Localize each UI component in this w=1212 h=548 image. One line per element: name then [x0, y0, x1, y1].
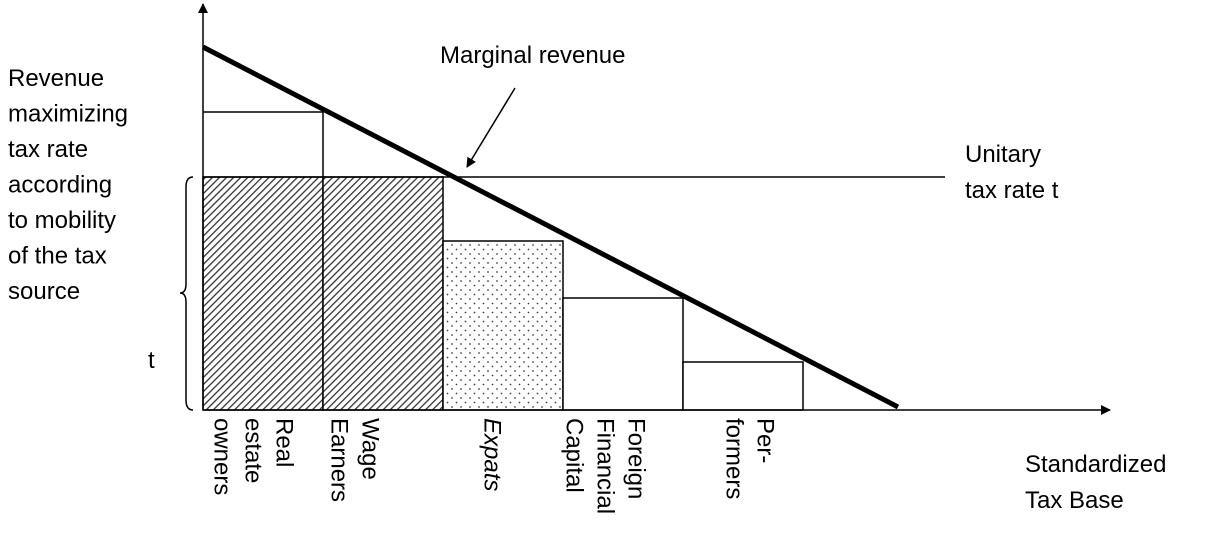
y-label: of the tax: [8, 243, 107, 270]
unitary-label: Unitary: [965, 141, 1041, 168]
source-label: Per-: [752, 418, 779, 463]
y-label: tax rate: [8, 136, 88, 163]
source-label: Expats: [479, 418, 506, 491]
source-label: Real: [271, 418, 298, 467]
real-estate-box: [203, 111, 324, 177]
marginal-revenue-line: [201, 44, 900, 410]
y-label: to mobility: [8, 207, 116, 234]
unitary-label: tax rate t: [965, 177, 1059, 204]
source-label: Foreign: [623, 418, 650, 499]
labels: Revenue maximizing tax rate according to mob…: [8, 42, 1166, 514]
wage-block: [322, 176, 444, 411]
y-label: maximizing: [8, 101, 128, 128]
source-label: Financial: [592, 418, 619, 514]
shapes: [179, 3, 1111, 415]
source-label: Wage: [357, 418, 384, 480]
source-label: estate: [240, 418, 267, 483]
y-label: Revenue: [8, 65, 104, 92]
x-label: Standardized: [1025, 451, 1166, 478]
source-label: Earners: [326, 418, 353, 502]
curve-label: Marginal revenue: [440, 42, 625, 69]
y-label: according: [8, 172, 112, 199]
source-label: Capital: [561, 418, 588, 493]
label-arrow: [466, 87, 516, 168]
real-estate-block: [202, 176, 324, 411]
source-label: formers: [721, 418, 748, 499]
y-label: source: [8, 278, 80, 305]
source-label: owners: [209, 418, 236, 495]
performers-block: [682, 361, 804, 411]
x-label: Tax Base: [1025, 487, 1124, 514]
expats-block: [442, 240, 564, 411]
bracket-label: t: [148, 347, 155, 374]
capital-block: [562, 297, 684, 411]
brace: [179, 176, 194, 411]
